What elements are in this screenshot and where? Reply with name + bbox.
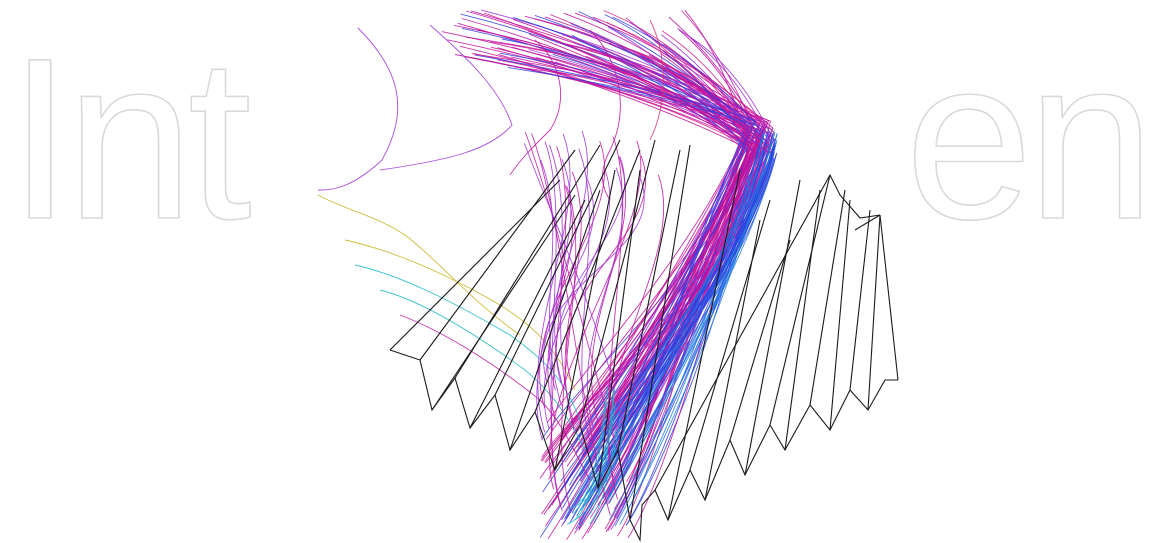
streamline (480, 9, 765, 434)
streamline (580, 59, 757, 448)
streamline-core (575, 149, 765, 530)
fin-ridge-line (509, 189, 601, 451)
finned-tube-surface (389, 139, 899, 543)
streamline-core (569, 147, 775, 486)
streamline-outer (379, 289, 586, 451)
streamline-outer (509, 39, 562, 176)
streamline-outer (317, 194, 521, 336)
fin-valley-line (729, 239, 791, 441)
streamline-core (613, 130, 775, 495)
fin-ridge-line (829, 199, 851, 431)
fin-valley-line (769, 174, 831, 426)
fin-valley-line (617, 149, 681, 451)
streamline-outer (379, 24, 513, 171)
streamline-core (562, 151, 775, 509)
fin-ridge-line (431, 194, 576, 411)
fin-valley-line (494, 139, 621, 396)
streamline-mid (548, 140, 642, 490)
streamline-outer (649, 19, 664, 141)
fin-ridge-line (867, 214, 881, 411)
streamline (507, 67, 759, 508)
fin-ridge-line (704, 219, 761, 501)
streamline (512, 46, 762, 426)
streamline-core (580, 133, 776, 475)
fin-right-top (854, 214, 881, 231)
fin-valley-line (534, 149, 641, 413)
fin-ridge-line (667, 169, 741, 521)
streamline-mid (607, 136, 623, 500)
fin-front-edge (389, 349, 898, 543)
streamline-mid (591, 156, 627, 424)
fin-ridge-line (744, 179, 801, 476)
fin-valley-line (454, 144, 601, 379)
streamline (627, 10, 749, 539)
streamline-core (577, 149, 764, 477)
streamline-core (561, 138, 776, 491)
streamline-mid (547, 184, 573, 420)
streamline (600, 65, 749, 493)
streamline-mid (578, 148, 593, 452)
streamline-core (605, 152, 772, 505)
streamline-mid (543, 169, 611, 429)
streamline-mid (524, 131, 619, 453)
fin-upper-ridge (654, 173, 881, 491)
streamline-bottom (567, 416, 621, 525)
streamline-outer (399, 314, 591, 481)
streamline-core (614, 135, 763, 527)
streamline-mid (586, 167, 624, 431)
fin-ridge-line (469, 199, 586, 429)
streamline-bottom (572, 400, 606, 514)
streamline-bundle (317, 9, 778, 541)
fin-valley-line (809, 189, 846, 406)
fin-ridge-line (784, 189, 821, 451)
watermark-right-text: en (905, 10, 1149, 267)
streamline-bottom (589, 389, 616, 515)
streamline (573, 42, 753, 452)
streamline-mid (539, 140, 606, 409)
fin-ridge-line (629, 144, 691, 521)
fin-right-edge (879, 214, 899, 381)
fin-valley-line (849, 209, 871, 391)
streamline (604, 14, 746, 497)
fin-valley-line (689, 199, 771, 471)
watermark-left-text: Int (8, 10, 251, 267)
streamline-bottom (589, 429, 617, 525)
fin-valley-line (579, 139, 656, 426)
streamline-core (565, 157, 775, 519)
streamline-outer (317, 27, 399, 191)
streamline-mid (540, 159, 563, 407)
streamline-core (606, 152, 765, 501)
streamline (457, 22, 751, 462)
fin-valley-line (419, 149, 576, 361)
fin-ridge-line (554, 169, 616, 471)
watermark: Int en (7, 9, 1149, 268)
streamline-mid (542, 178, 645, 384)
streamline (462, 27, 759, 526)
